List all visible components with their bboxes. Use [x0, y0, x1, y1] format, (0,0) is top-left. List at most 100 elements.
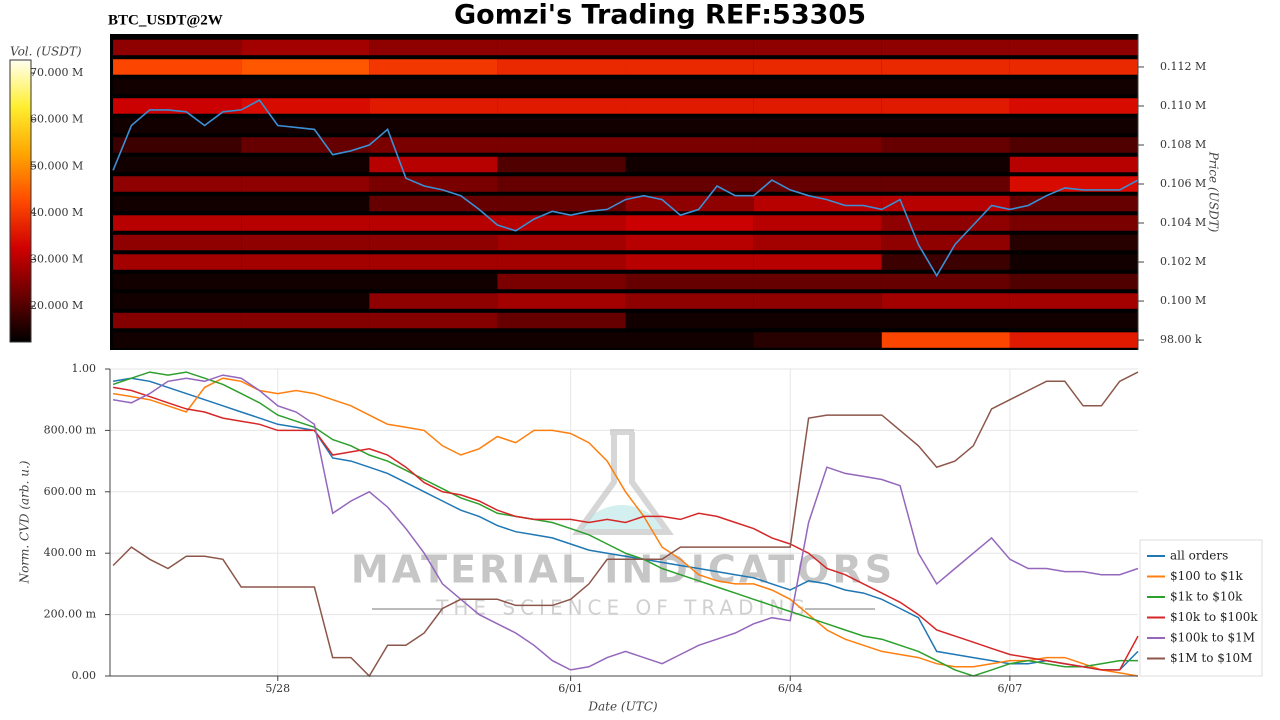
heatmap-cell	[113, 254, 242, 270]
heatmap-cell	[1009, 234, 1138, 251]
heatmap-cell	[1009, 332, 1138, 348]
heatmap-cell	[497, 332, 626, 348]
legend-label: $10k to $100k	[1170, 610, 1258, 624]
heatmap-cell	[241, 312, 370, 329]
heatmap-cell	[753, 332, 882, 348]
colorbar-label: Vol. (USDT)	[10, 45, 82, 59]
heatmap-cell	[753, 195, 882, 212]
heatmap-cell	[369, 78, 498, 95]
heatmap-cell	[241, 156, 370, 173]
heatmap-cell	[497, 273, 626, 290]
heatmap-cell	[625, 312, 754, 329]
heatmap-cell	[497, 234, 626, 251]
price-tick-label: 0.100 M	[1160, 294, 1206, 307]
heatmap-cell	[1009, 176, 1138, 192]
heatmap-cell	[497, 117, 626, 134]
heatmap-cell	[369, 117, 498, 134]
watermark-text: MATERIAL INDICATORS	[351, 548, 895, 592]
colorbar	[9, 59, 32, 343]
heatmap-cell	[625, 59, 754, 75]
heatmap-cell	[1009, 312, 1138, 329]
y-tick-label: 800.00 m	[44, 423, 97, 436]
heatmap-cell	[113, 156, 242, 173]
heatmap-cell	[625, 137, 754, 153]
heatmap-cell	[369, 39, 498, 56]
heatmap-cell	[881, 254, 1010, 270]
heatmap-cell	[625, 234, 754, 251]
heatmap-cell	[881, 176, 1010, 192]
heatmap-cell	[113, 176, 242, 192]
heatmap-cell	[625, 254, 754, 270]
heatmap-cell	[1009, 39, 1138, 56]
watermark: MATERIAL INDICATORS THE SCIENCE OF TRADI…	[351, 429, 895, 620]
heatmap-cell	[241, 293, 370, 309]
colorbar-tick-label: 70.000 M	[30, 66, 83, 79]
heatmap-cell	[1009, 195, 1138, 212]
colorbar-tick-label: 30.000 M	[30, 252, 83, 265]
heatmap-cell	[497, 312, 626, 329]
heatmap-cell	[1009, 117, 1138, 134]
heatmap-cell	[625, 195, 754, 212]
heatmap-cell	[1009, 156, 1138, 173]
heatmap-cell	[753, 176, 882, 192]
y-tick-label: 400.00 m	[44, 546, 97, 559]
series-line	[112, 371, 1138, 677]
heatmap-cell	[753, 273, 882, 290]
colorbar-tick-label: 40.000 M	[30, 206, 83, 219]
heatmap-cell	[113, 234, 242, 251]
legend-label: all orders	[1170, 549, 1228, 563]
heatmap-cell	[113, 137, 242, 153]
heatmap-cell	[241, 273, 370, 290]
heatmap-cell	[1009, 293, 1138, 309]
series-line	[112, 377, 1139, 677]
heatmap-cell	[1009, 254, 1138, 270]
lines	[112, 371, 1139, 678]
heatmap-cell	[369, 293, 498, 309]
price-axis-label: Price (USDT)	[1207, 151, 1221, 233]
heatmap-cell	[881, 78, 1010, 95]
heatmap	[112, 39, 1139, 348]
series-line	[112, 386, 1139, 671]
heatmap-cell	[753, 293, 882, 309]
heatmap-cell	[113, 78, 242, 95]
heatmap-cell	[625, 215, 754, 231]
heatmap-cell	[625, 156, 754, 173]
heatmap-cell	[241, 234, 370, 251]
heatmap-cell	[1009, 273, 1138, 290]
heatmap-cell	[1009, 59, 1138, 75]
heatmap-cell	[241, 117, 370, 134]
y-tick-label: 600.00 m	[44, 485, 97, 498]
chart-title: Gomzi's Trading REF:53305	[454, 0, 866, 31]
heatmap-cell	[241, 98, 370, 114]
heatmap-cell	[241, 215, 370, 231]
heatmap-cell	[113, 195, 242, 212]
heatmap-cell	[369, 332, 498, 348]
heatmap-cell	[113, 312, 242, 329]
heatmap-cell	[113, 273, 242, 290]
heatmap-cell	[625, 332, 754, 348]
heatmap-cell	[369, 273, 498, 290]
heatmap-cell	[241, 176, 370, 192]
heatmap-cell	[1009, 78, 1138, 95]
heatmap-cell	[369, 254, 498, 270]
series-line	[112, 371, 1139, 678]
symbol-label: BTC_USDT@2W	[108, 12, 223, 28]
heatmap-cell	[753, 215, 882, 231]
heatmap-cell	[625, 176, 754, 192]
heatmap-cell	[369, 59, 498, 75]
heatmap-cell	[497, 176, 626, 192]
heatmap-cell	[369, 98, 498, 114]
heatmap-cell	[881, 59, 1010, 75]
heatmap-cell	[625, 39, 754, 56]
heatmap-cell	[1009, 98, 1138, 114]
heatmap-cell	[881, 273, 1010, 290]
price-tick-label: 0.106 M	[1160, 177, 1206, 190]
legend-items: all orders $100 to $1k $1k to $10k $10k to …	[1147, 549, 1258, 665]
heatmap-cell	[241, 332, 370, 348]
heatmap-cell	[625, 293, 754, 309]
legend-label: $100 to $1k	[1170, 569, 1243, 583]
heatmap-cell	[241, 78, 370, 95]
heatmap-cell	[369, 234, 498, 251]
heatmap-cell	[881, 98, 1010, 114]
